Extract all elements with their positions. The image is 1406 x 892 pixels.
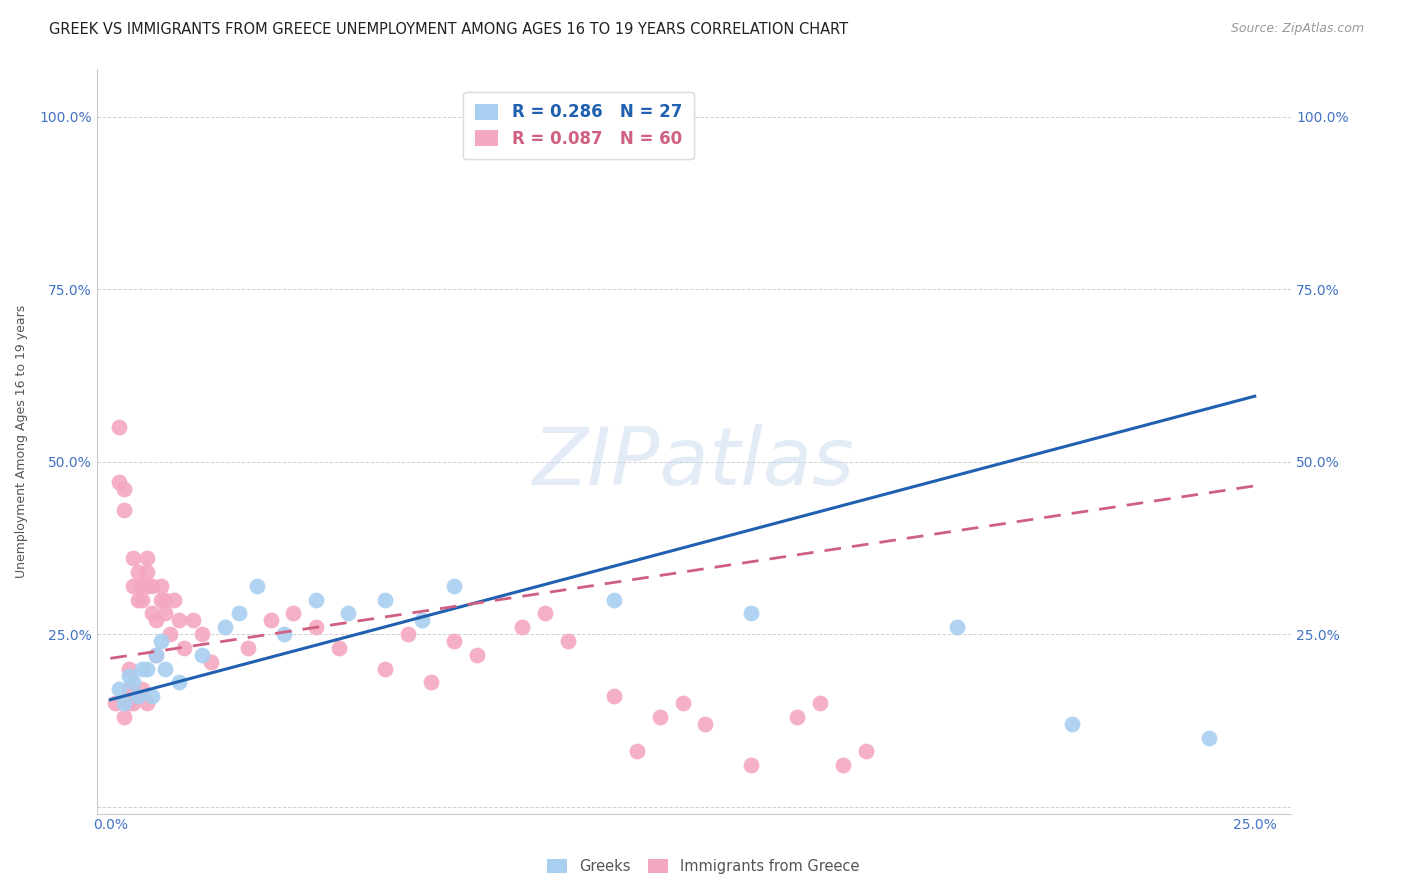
- Point: [149, 592, 172, 607]
- Point: [131, 662, 153, 676]
- Point: [443, 579, 465, 593]
- Point: [411, 613, 433, 627]
- Point: [465, 648, 488, 662]
- Point: [740, 758, 762, 772]
- Point: [141, 690, 163, 704]
- Point: [671, 696, 693, 710]
- Point: [167, 675, 190, 690]
- Point: [808, 696, 831, 710]
- Point: [831, 758, 853, 772]
- Point: [131, 579, 153, 593]
- Point: [236, 640, 259, 655]
- Point: [603, 592, 626, 607]
- Point: [131, 682, 153, 697]
- Point: [1198, 731, 1220, 745]
- Point: [145, 648, 167, 662]
- Point: [273, 627, 295, 641]
- Point: [155, 662, 177, 676]
- Point: [136, 662, 159, 676]
- Point: [122, 579, 145, 593]
- Point: [108, 475, 131, 490]
- Point: [328, 640, 350, 655]
- Point: [145, 648, 167, 662]
- Point: [305, 592, 328, 607]
- Point: [141, 579, 163, 593]
- Point: [149, 579, 172, 593]
- Point: [786, 710, 808, 724]
- Point: [259, 613, 281, 627]
- Point: [173, 640, 195, 655]
- Point: [648, 710, 671, 724]
- Text: ZIPatlas: ZIPatlas: [533, 425, 855, 502]
- Point: [136, 696, 159, 710]
- Point: [122, 675, 145, 690]
- Text: GREEK VS IMMIGRANTS FROM GREECE UNEMPLOYMENT AMONG AGES 16 TO 19 YEARS CORRELATI: GREEK VS IMMIGRANTS FROM GREECE UNEMPLOY…: [49, 22, 848, 37]
- Point: [305, 620, 328, 634]
- Point: [122, 551, 145, 566]
- Point: [200, 655, 222, 669]
- Point: [131, 592, 153, 607]
- Point: [374, 592, 396, 607]
- Point: [374, 662, 396, 676]
- Text: Source: ZipAtlas.com: Source: ZipAtlas.com: [1230, 22, 1364, 36]
- Point: [163, 592, 186, 607]
- Legend: R = 0.286   N = 27, R = 0.087   N = 60: R = 0.286 N = 27, R = 0.087 N = 60: [464, 92, 693, 160]
- Y-axis label: Unemployment Among Ages 16 to 19 years: Unemployment Among Ages 16 to 19 years: [15, 304, 28, 578]
- Point: [167, 613, 190, 627]
- Point: [104, 696, 127, 710]
- Point: [127, 565, 149, 579]
- Point: [117, 668, 139, 682]
- Point: [443, 634, 465, 648]
- Point: [141, 607, 163, 621]
- Point: [246, 579, 269, 593]
- Point: [117, 662, 139, 676]
- Point: [337, 607, 360, 621]
- Point: [112, 503, 135, 517]
- Point: [191, 627, 214, 641]
- Point: [214, 620, 236, 634]
- Point: [149, 634, 172, 648]
- Point: [534, 607, 557, 621]
- Point: [122, 696, 145, 710]
- Point: [136, 551, 159, 566]
- Point: [626, 744, 648, 758]
- Point: [108, 420, 131, 434]
- Point: [117, 696, 139, 710]
- Point: [155, 607, 177, 621]
- Point: [283, 607, 305, 621]
- Point: [740, 607, 762, 621]
- Point: [127, 690, 149, 704]
- Point: [181, 613, 204, 627]
- Point: [127, 690, 149, 704]
- Point: [1060, 717, 1083, 731]
- Point: [557, 634, 579, 648]
- Point: [136, 579, 159, 593]
- Point: [510, 620, 533, 634]
- Point: [603, 690, 626, 704]
- Point: [946, 620, 969, 634]
- Point: [228, 607, 250, 621]
- Point: [112, 483, 135, 497]
- Point: [117, 682, 139, 697]
- Point: [108, 682, 131, 697]
- Point: [127, 592, 149, 607]
- Point: [159, 627, 181, 641]
- Legend: Greeks, Immigrants from Greece: Greeks, Immigrants from Greece: [541, 854, 865, 880]
- Point: [145, 613, 167, 627]
- Point: [155, 592, 177, 607]
- Point: [136, 565, 159, 579]
- Point: [396, 627, 419, 641]
- Point: [419, 675, 441, 690]
- Point: [112, 710, 135, 724]
- Point: [191, 648, 214, 662]
- Point: [112, 696, 135, 710]
- Point: [855, 744, 877, 758]
- Point: [695, 717, 717, 731]
